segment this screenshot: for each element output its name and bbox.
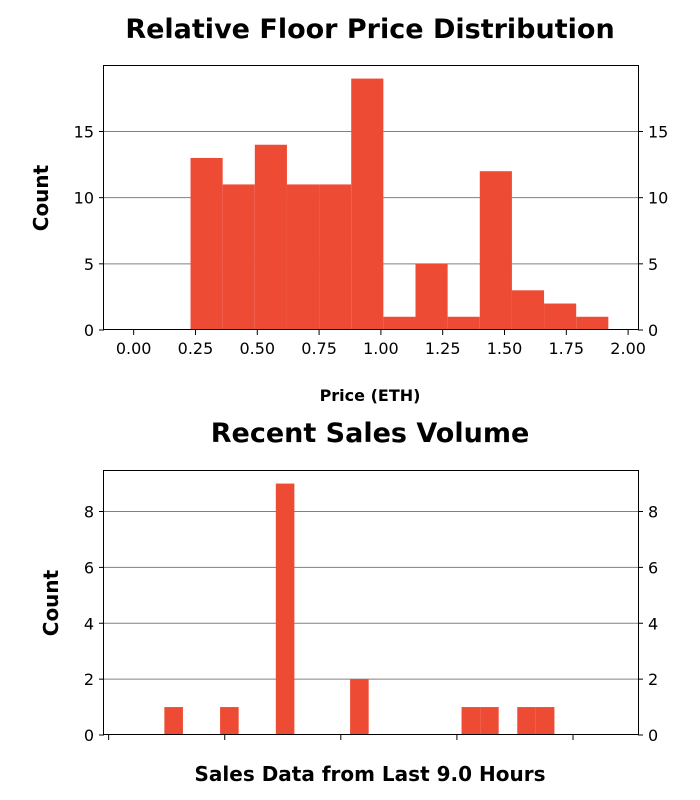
y-tick-label-right: 4 xyxy=(648,614,658,633)
histogram-bar xyxy=(535,707,555,735)
y-tick-label-left: 8 xyxy=(84,503,94,522)
histogram-bar xyxy=(275,483,295,735)
histogram-bar xyxy=(286,184,320,330)
histogram-bar xyxy=(517,707,536,735)
y-tick-label-right: 8 xyxy=(648,503,658,522)
y-tick-label-right: 6 xyxy=(648,558,658,577)
chart1-x-ticks: 0.00 0.25 0.50 0.75 1.00 1.25 1.50 1.75 2.00 xyxy=(116,330,646,358)
sales-volume-chart: Recent Sales Volume 0 0 2 2 4 4 6 6 8 8 Count Sal… xyxy=(39,418,658,786)
histogram-bar xyxy=(190,157,223,330)
chart2-gridlines xyxy=(104,511,638,680)
y-tick-label-left: 2 xyxy=(84,670,94,689)
histogram-bar xyxy=(415,263,448,330)
x-tick-label: 1.25 xyxy=(425,339,461,358)
floor-price-chart: Relative Floor Price Distribution 0.00 0.… xyxy=(29,14,668,405)
y-tick-label-right: 2 xyxy=(648,670,658,689)
histogram-bar xyxy=(461,707,481,735)
histogram-bar xyxy=(164,707,183,735)
y-tick-label-right: 15 xyxy=(648,123,668,142)
y-tick-label-right: 5 xyxy=(648,255,658,274)
histogram-bar xyxy=(350,679,369,735)
y-tick-label-left: 10 xyxy=(74,189,94,208)
x-tick-label: 0.25 xyxy=(178,339,214,358)
histogram-bar xyxy=(544,303,577,330)
x-tick-label: 0.50 xyxy=(239,339,275,358)
chart1-title: Relative Floor Price Distribution xyxy=(125,14,614,45)
y-tick-label-left: 5 xyxy=(84,255,94,274)
histogram-bar xyxy=(576,316,609,330)
x-tick-label: 2.00 xyxy=(610,339,646,358)
chart1-y-axis-label: Count xyxy=(29,164,53,231)
histogram-bar xyxy=(351,78,384,330)
x-tick-label: 1.00 xyxy=(363,339,399,358)
y-tick-label-left: 0 xyxy=(84,726,94,745)
chart1-bars xyxy=(190,78,609,330)
histogram-bar xyxy=(480,707,499,735)
y-tick-label-left: 15 xyxy=(74,123,94,142)
chart2-frame xyxy=(103,470,639,735)
chart2-title: Recent Sales Volume xyxy=(211,418,530,449)
histogram-bar xyxy=(479,171,512,330)
histogram-bar xyxy=(511,290,545,330)
chart2-y-axis-label: Count xyxy=(39,569,63,636)
histogram-bar xyxy=(222,184,255,330)
y-tick-label-right: 0 xyxy=(648,321,658,340)
chart2-bars xyxy=(164,483,555,735)
x-tick-label: 0.75 xyxy=(301,339,337,358)
chart2-y-ticks: 0 0 2 2 4 4 6 6 8 8 xyxy=(84,503,658,745)
histogram-bar xyxy=(319,184,352,330)
chart1-x-axis-label: Price (ETH) xyxy=(320,386,421,405)
x-tick-label: 1.75 xyxy=(548,339,584,358)
y-tick-label-right: 10 xyxy=(648,189,668,208)
histogram-bar xyxy=(447,316,480,330)
y-tick-label-left: 4 xyxy=(84,614,94,633)
y-tick-label-left: 0 xyxy=(84,321,94,340)
x-tick-label: 0.00 xyxy=(116,339,152,358)
chart2-x-axis-label: Sales Data from Last 9.0 Hours xyxy=(195,762,546,786)
histogram-bar xyxy=(254,144,287,330)
histogram-bar xyxy=(383,316,416,330)
y-tick-label-left: 6 xyxy=(84,558,94,577)
chart2-x-ticks xyxy=(108,735,574,740)
histogram-bar xyxy=(220,707,239,735)
chart1-y-ticks: 0 0 5 5 10 10 15 15 xyxy=(74,123,669,340)
y-tick-label-right: 0 xyxy=(648,726,658,745)
x-tick-label: 1.50 xyxy=(487,339,523,358)
